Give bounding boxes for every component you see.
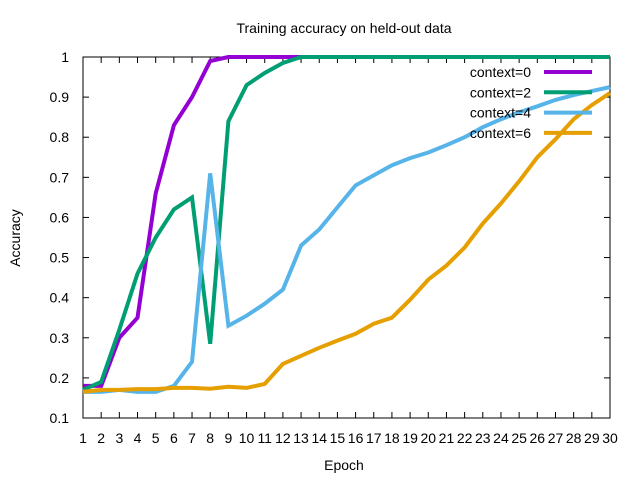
x-tick-label: 5 (152, 430, 160, 446)
x-tick-label: 8 (206, 430, 214, 446)
x-tick-label: 11 (257, 430, 272, 446)
y-tick-label: 0.6 (50, 209, 70, 225)
x-tick-label: 20 (420, 430, 436, 446)
x-tick-label: 18 (384, 430, 400, 446)
x-tick-label: 30 (602, 430, 618, 446)
x-tick-label: 29 (584, 430, 600, 446)
y-tick-label: 0.5 (50, 250, 70, 266)
x-tick-label: 25 (511, 430, 527, 446)
x-tick-label: 23 (475, 430, 491, 446)
series-lines (82, 55, 612, 394)
y-tick-label: 1 (61, 49, 69, 65)
chart-title: Training accuracy on held-out data (236, 20, 451, 36)
x-tick-label: 1 (79, 430, 87, 446)
x-tick-label: 9 (224, 430, 232, 446)
x-tick-label: 10 (239, 430, 255, 446)
legend-label: context=6 (470, 125, 531, 141)
axis-ticks: 0.10.20.30.40.50.60.70.80.911 2 3 4 5 6 7 8 9 10 1… (50, 49, 618, 446)
x-tick-label: 3 (115, 430, 123, 446)
x-tick-label: 21 (439, 430, 455, 446)
x-tick-label: 19 (402, 430, 418, 446)
series-line-context-2 (82, 55, 610, 392)
y-tick-label: 0.2 (50, 370, 70, 386)
x-tick-label: 28 (566, 430, 582, 446)
x-tick-label: 6 (170, 430, 178, 446)
series-line-context-6 (82, 91, 612, 394)
x-tick-label: 14 (311, 430, 327, 446)
y-tick-label: 0.1 (50, 410, 70, 426)
x-tick-label: 13 (293, 430, 309, 446)
y-tick-label: 0.7 (50, 169, 70, 185)
y-tick-label: 0.4 (50, 290, 70, 306)
x-tick-label: 24 (493, 430, 509, 446)
x-tick-label: 4 (134, 430, 142, 446)
x-axis-label: Epoch (324, 457, 364, 473)
y-tick-label: 0.9 (50, 89, 70, 105)
legend-label: context=2 (470, 84, 531, 100)
x-tick-label: 2 (97, 430, 105, 446)
y-axis-label: Accuracy (7, 209, 23, 267)
x-tick-label: 22 (457, 430, 473, 446)
x-tick-label: 26 (530, 430, 546, 446)
x-tick-label: 16 (348, 430, 364, 446)
legend-label: context=0 (470, 64, 531, 80)
x-tick-label: 17 (366, 430, 382, 446)
y-tick-label: 0.3 (50, 330, 70, 346)
legend-label: context=4 (470, 105, 531, 121)
x-tick-label: 7 (188, 430, 196, 446)
x-tick-label: 27 (548, 430, 564, 446)
y-tick-label: 0.8 (50, 129, 70, 145)
x-tick-label: 15 (330, 430, 346, 446)
x-tick-label: 12 (275, 430, 291, 446)
legend: context=0 context=2 context=4 context=6 (470, 64, 592, 141)
